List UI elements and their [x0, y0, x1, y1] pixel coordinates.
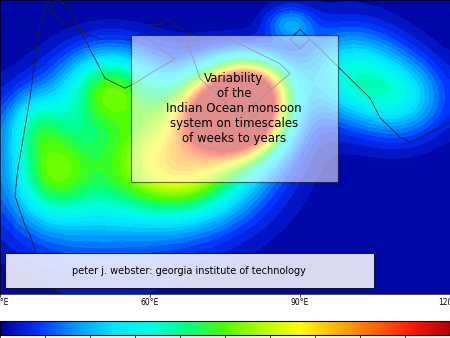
Text: Variability
of the
Indian Ocean monsoon
system on timescales
of weeks to years: Variability of the Indian Ocean monsoon …: [166, 72, 302, 145]
FancyBboxPatch shape: [130, 35, 338, 182]
FancyBboxPatch shape: [4, 253, 374, 288]
Text: peter j. webster: georgia institute of technology: peter j. webster: georgia institute of t…: [72, 266, 306, 275]
